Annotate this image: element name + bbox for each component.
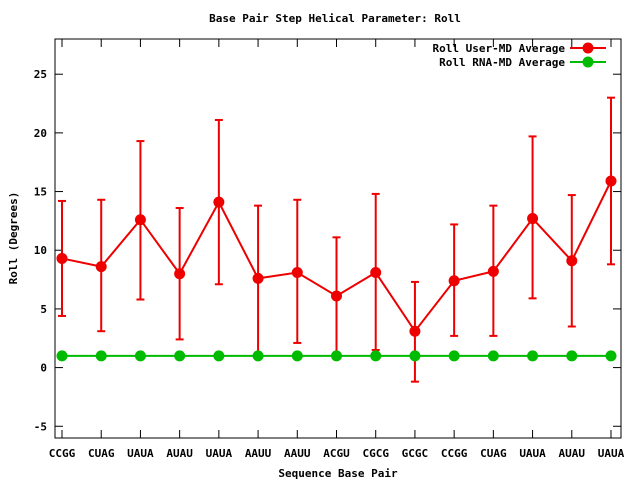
data-point-rna-md [527, 350, 539, 362]
x-tick-label: UAUA [206, 447, 233, 460]
data-point-user-md [213, 196, 225, 208]
x-tick-label: AUAU [166, 447, 193, 460]
data-point-rna-md [487, 350, 499, 362]
data-point-rna-md [409, 350, 421, 362]
data-point-user-md [566, 255, 578, 267]
legend-label-user-md: Roll User-MD Average [433, 42, 566, 55]
y-tick-label: 10 [34, 244, 47, 257]
data-point-user-md [487, 265, 499, 277]
data-point-rna-md [174, 350, 186, 362]
data-point-rna-md [134, 350, 146, 362]
data-point-user-md [409, 325, 421, 337]
data-point-rna-md [331, 350, 342, 362]
data-point-user-md [370, 267, 382, 279]
y-tick-label: 15 [34, 186, 47, 199]
x-tick-label: GCGC [402, 447, 429, 460]
x-tick-label: UAUA [127, 447, 154, 460]
data-point-user-md [56, 252, 68, 264]
x-axis-label: Sequence Base Pair [278, 467, 398, 480]
legend: Roll User-MD Average Roll RNA-MD Average [433, 42, 606, 69]
data-point-rna-md [56, 350, 68, 362]
data-point-user-md [605, 175, 617, 187]
x-tick-label: AAUU [245, 447, 272, 460]
data-point-rna-md [213, 350, 225, 362]
data-point-rna-md [370, 350, 382, 362]
y-tick-label: 0 [40, 362, 47, 375]
data-point-rna-md [605, 350, 617, 362]
legend-label-rna-md: Roll RNA-MD Average [439, 56, 565, 69]
x-tick-label: CUAG [88, 447, 115, 460]
x-tick-label: AUAU [559, 447, 586, 460]
x-tick-label: CCGG [49, 447, 76, 460]
x-tick-label: CCGG [441, 447, 468, 460]
data-point-user-md [527, 213, 539, 225]
data-point-rna-md [291, 350, 303, 362]
data-point-user-md [252, 272, 264, 284]
series-user-md [56, 96, 617, 383]
x-tick-label: ACGU [323, 447, 350, 460]
x-tick-label: CUAG [480, 447, 507, 460]
data-point-user-md [134, 214, 146, 226]
data-point-rna-md [95, 350, 107, 362]
data-point-user-md [448, 275, 460, 287]
data-point-rna-md [252, 350, 264, 362]
data-point-rna-md [448, 350, 460, 362]
chart-title: Base Pair Step Helical Parameter: Roll [209, 12, 461, 25]
x-tick-label: UAUA [598, 447, 625, 460]
data-point-user-md [291, 267, 303, 279]
data-point-user-md [174, 268, 186, 280]
x-axis: CCGG CUAG UAUA AUAU UAUA AAUU AAUU ACGU CGCG GCGC… [49, 39, 625, 460]
legend-marker-user-md [582, 42, 594, 54]
data-point-rna-md [566, 350, 578, 362]
y-axis: -5 0 5 10 15 20 25 [34, 68, 621, 433]
data-point-user-md [95, 261, 107, 273]
legend-marker-rna-md [582, 56, 594, 68]
series-layer [56, 96, 617, 383]
x-tick-label: CGCG [362, 447, 389, 460]
series-rna-md [56, 350, 617, 362]
y-tick-label: 20 [34, 127, 47, 140]
x-tick-label: UAUA [519, 447, 546, 460]
x-tick-label: AAUU [284, 447, 311, 460]
data-point-user-md [331, 290, 342, 302]
y-tick-label: 5 [40, 303, 47, 316]
y-tick-label: 25 [34, 68, 47, 81]
plot-frame [54, 38, 622, 439]
y-tick-label: -5 [34, 420, 47, 433]
y-axis-label: Roll (Degrees) [7, 192, 20, 285]
